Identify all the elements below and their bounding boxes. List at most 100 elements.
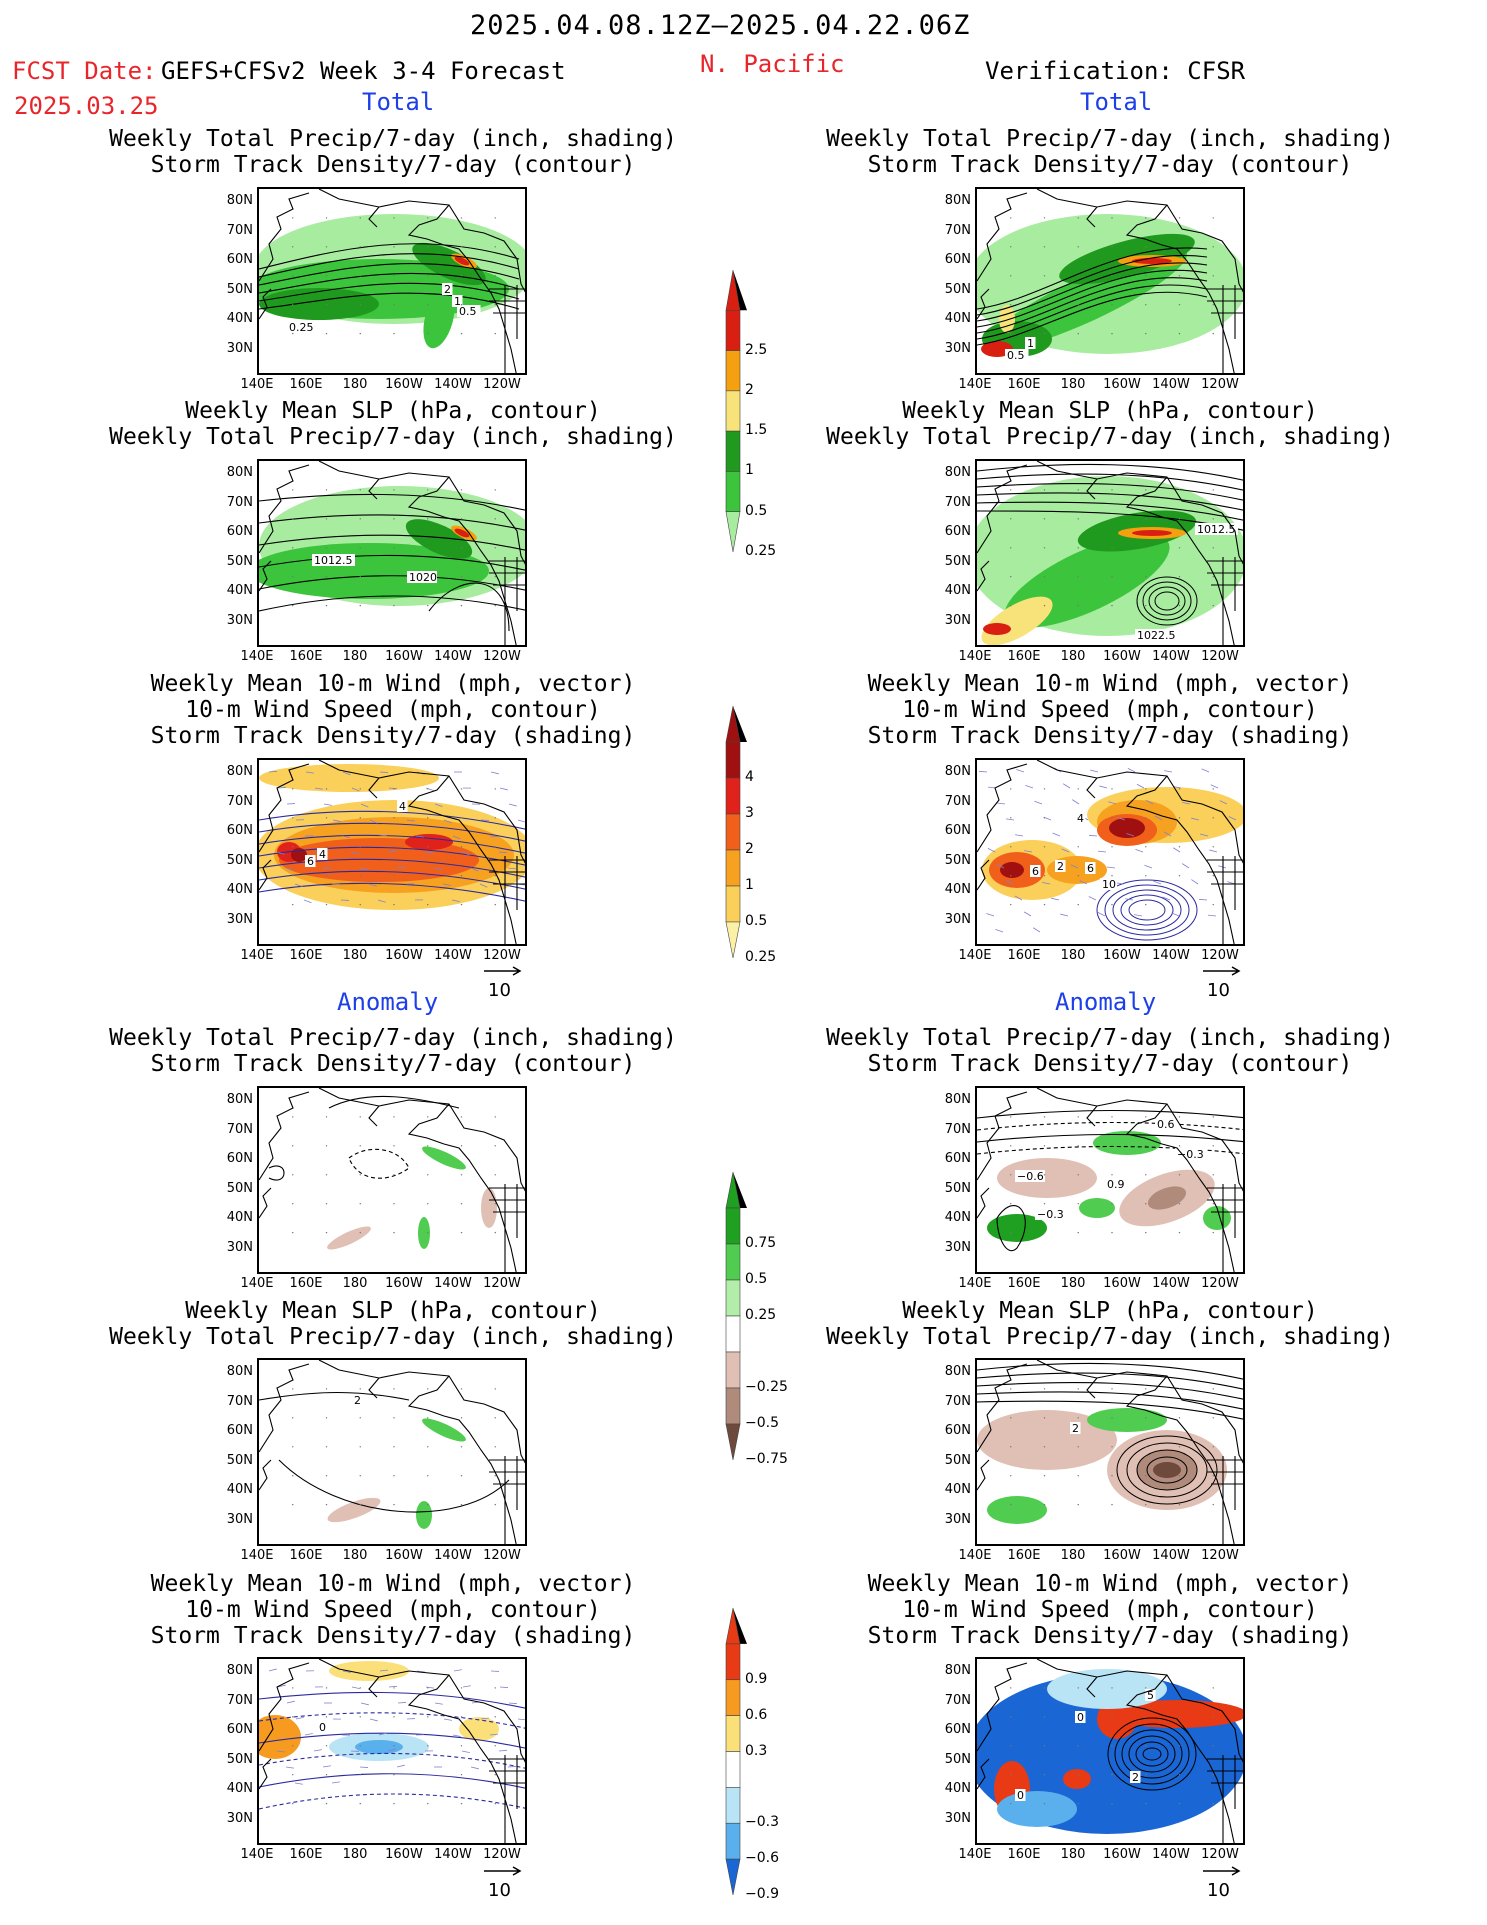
colorbar-segment — [725, 1787, 741, 1824]
wind-vector — [268, 770, 278, 773]
coastline — [1222, 856, 1236, 944]
contour-line — [348, 1148, 410, 1179]
storm-anom-shade — [997, 1791, 1077, 1827]
coastline — [368, 1676, 380, 1698]
coastline — [318, 461, 525, 565]
contour-label: 1020 — [409, 571, 437, 584]
wind-vector — [379, 771, 389, 773]
wind-vector — [1154, 815, 1163, 821]
lat-tick-label: 60N — [226, 1423, 253, 1438]
lon-tick-label: 160E — [1007, 1847, 1041, 1862]
colorbar-label: 0.5 — [745, 1271, 768, 1287]
colorbar-segment — [725, 885, 741, 923]
precip-anom-shade — [327, 1497, 381, 1523]
wind-vector — [1219, 800, 1228, 805]
lon-tick-label: 160W — [1103, 948, 1141, 963]
lat-tick-label: 30N — [226, 340, 253, 356]
contour-label: 1022.5 — [1137, 629, 1176, 642]
contour-line — [259, 1691, 525, 1709]
lon-tick-label: 160E — [289, 377, 323, 392]
wind-vector — [387, 851, 397, 853]
panel-title: Weekly Mean SLP (hPa, contour) Weekly Tot… — [109, 1298, 677, 1350]
wind-vector — [1061, 848, 1070, 853]
contour-line — [977, 1109, 1243, 1119]
coastline — [259, 1758, 272, 1790]
wind-vector — [1209, 849, 1218, 853]
contour-label: 0.25 — [289, 321, 314, 334]
contour-label: 1012.5 — [314, 554, 353, 567]
lat-tick-label: 50N — [226, 1751, 253, 1767]
coastline — [368, 1377, 380, 1399]
model-title: GEFS+CFSv2 Week 3-4 Forecast — [161, 57, 566, 85]
wind-vector — [1016, 769, 1025, 773]
wind-vector — [314, 787, 323, 790]
section-total-left: Total — [362, 88, 435, 116]
precip-shade — [999, 305, 1015, 333]
precip-shade — [405, 519, 473, 559]
coastline — [1086, 777, 1098, 799]
precip-shade — [983, 623, 1011, 635]
contour-line — [977, 1391, 1243, 1410]
lon-tick-label: 140E — [240, 1847, 274, 1862]
lat-tick-label: 40N — [944, 583, 971, 598]
contour-line — [259, 1752, 525, 1769]
precip-shade — [259, 288, 379, 320]
lat-tick-label: 80N — [226, 764, 253, 779]
lat-tick-label: 30N — [944, 612, 971, 628]
wind-vector — [387, 1748, 396, 1752]
coastline — [1125, 1674, 1235, 1843]
wind-vector — [462, 1685, 471, 1688]
coastline — [504, 557, 518, 645]
contour-label: 0 — [1077, 1711, 1084, 1724]
coastline — [1222, 285, 1236, 373]
wind-vector — [276, 1750, 285, 1753]
contour-label: 4 — [399, 800, 406, 813]
wind-vector — [285, 1766, 294, 1769]
wind-contour — [1112, 889, 1182, 931]
lon-tick-label: 180 — [1060, 1276, 1086, 1291]
coastline — [259, 560, 272, 592]
map-panel-wind-anom-obs: 5 0 2 0 — [975, 1657, 1245, 1845]
contour-line — [259, 493, 525, 511]
wind-vector — [1063, 783, 1071, 789]
wind-vector — [397, 1702, 407, 1704]
lon-tick-label: 120W — [483, 1276, 521, 1291]
lat-tick-label: 60N — [226, 823, 253, 838]
contour-label: 2 — [1057, 860, 1064, 873]
contour-line — [259, 282, 520, 302]
lon-tick-label: 180 — [1060, 1847, 1086, 1862]
contour-line — [259, 534, 525, 551]
lon-tick-label: 140W — [434, 649, 472, 664]
lat-tick-label: 40N — [944, 311, 971, 326]
coastline — [1207, 859, 1243, 885]
wind-contour — [1135, 1741, 1169, 1767]
coastline — [977, 1662, 1028, 1752]
wind-vector — [277, 787, 287, 789]
contour-line — [259, 870, 525, 890]
coastline — [977, 1459, 990, 1491]
coastline — [1086, 1676, 1098, 1698]
colorbar-segment — [725, 1715, 741, 1752]
coastline — [977, 859, 990, 891]
lon-tick-label: 160E — [1007, 1276, 1041, 1291]
wind-vector — [424, 851, 433, 854]
contour-line — [977, 492, 1243, 511]
slp-contour — [1126, 1442, 1208, 1498]
wind-vector — [360, 803, 369, 808]
wind-vector — [323, 803, 332, 806]
wind-vector — [388, 787, 398, 790]
colorbar-segment — [725, 813, 741, 851]
wind-vector — [342, 1670, 351, 1673]
lon-tick-label: 120W — [1201, 1276, 1239, 1291]
lat-tick-label: 70N — [944, 793, 971, 809]
lon-tick-label: 180 — [342, 948, 368, 963]
wind-vector — [1107, 866, 1116, 869]
lon-tick-label: 140W — [1152, 1276, 1190, 1291]
lat-tick-label: 30N — [226, 1810, 253, 1826]
colorbar-segment — [725, 1171, 741, 1209]
contour-line — [977, 1362, 1243, 1380]
colorbar-segment — [725, 390, 741, 432]
lat-tick-label: 80N — [944, 1364, 971, 1379]
contour-line — [259, 253, 520, 278]
